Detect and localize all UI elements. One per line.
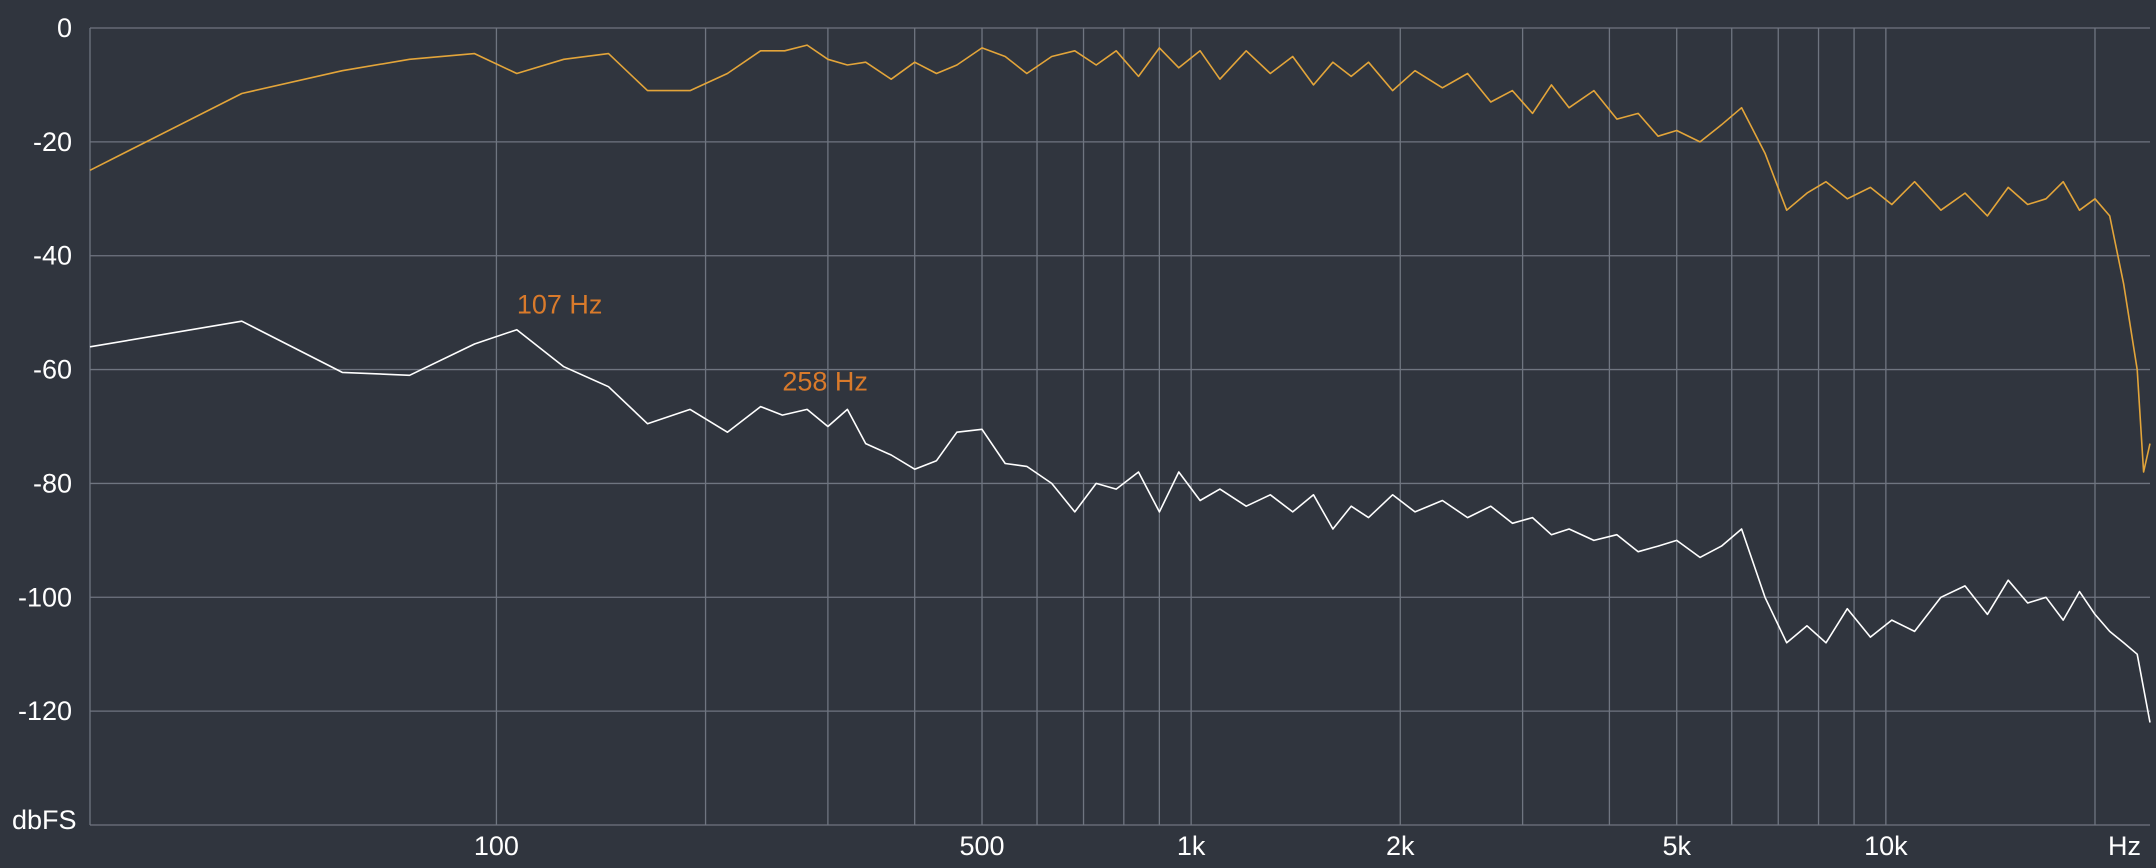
y-tick-label: -20 [33,127,72,157]
y-tick-label: -100 [18,582,72,612]
x-tick-label: 1k [1177,831,1206,861]
y-axis-unit-label: dbFS [12,805,77,835]
peak-frequency-label: 258 Hz [782,367,868,397]
y-tick-label: -60 [33,355,72,385]
series-lines [89,44,2151,723]
y-tick-label: -40 [33,241,72,271]
y-tick-label: -80 [33,468,72,498]
x-axis-unit-label: Hz [2108,831,2141,861]
x-tick-label: 10k [1864,831,1908,861]
grid-lines [89,27,2150,826]
x-tick-label: 5k [1662,831,1691,861]
x-tick-label: 2k [1386,831,1415,861]
spectrum-line-white [89,320,2151,723]
x-tick-label: 500 [959,831,1004,861]
spectrum-line-gold [89,44,2151,473]
x-tick-label: 100 [474,831,519,861]
tick-labels: 0 -20 -40 -60 -80 -100 -120 100 500 1k 2k 5k 10k 107 … [18,13,1908,861]
peak-frequency-label: 107 Hz [517,290,603,320]
y-tick-label: 0 [57,13,72,43]
y-tick-label: -120 [18,696,72,726]
